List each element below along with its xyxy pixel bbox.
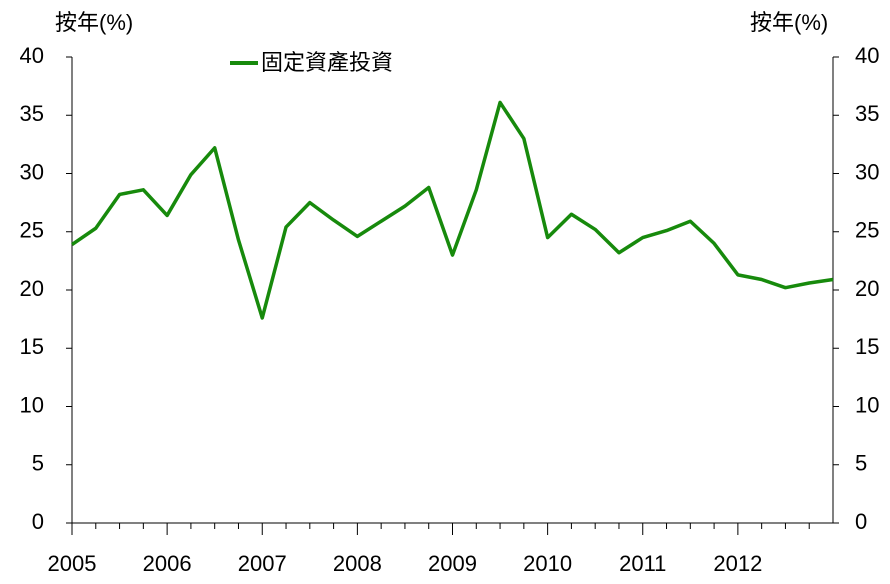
x-tick-label: 2005 <box>48 551 97 576</box>
y2-tick-label: 20 <box>855 276 879 301</box>
y-tick-label: 40 <box>20 43 44 68</box>
y2-axis-label: 按年(%) <box>750 10 828 35</box>
x-tick-label: 2011 <box>619 551 666 576</box>
y-tick-label: 20 <box>20 276 44 301</box>
y2-tick-label: 5 <box>855 451 867 476</box>
x-tick-label: 2008 <box>333 551 382 576</box>
y2-tick-label: 10 <box>855 392 879 417</box>
y-tick-label: 25 <box>20 218 44 243</box>
y2-tick-label: 15 <box>855 334 879 359</box>
y-tick-label: 35 <box>20 101 44 126</box>
x-tick-label: 2007 <box>238 551 287 576</box>
y-tick-label: 15 <box>20 334 44 359</box>
y-tick-label: 0 <box>32 509 44 534</box>
line-series <box>71 100 834 320</box>
x-tick-label: 2009 <box>428 551 477 576</box>
y2-tick-label: 35 <box>855 101 879 126</box>
y2-tick-label: 0 <box>855 509 867 534</box>
y-tick-label: 10 <box>20 392 44 417</box>
y-tick-label: 5 <box>32 451 44 476</box>
x-tick-label: 2012 <box>713 551 762 576</box>
y-axis-label: 按年(%) <box>55 10 133 35</box>
y2-tick-label: 25 <box>855 218 879 243</box>
x-tick-label: 2006 <box>143 551 192 576</box>
y-tick-label: 30 <box>20 159 44 184</box>
legend-label: 固定資產投資 <box>261 50 393 75</box>
y2-tick-label: 30 <box>855 159 879 184</box>
x-tick-label: 2010 <box>523 551 572 576</box>
y2-tick-label: 40 <box>855 43 879 68</box>
